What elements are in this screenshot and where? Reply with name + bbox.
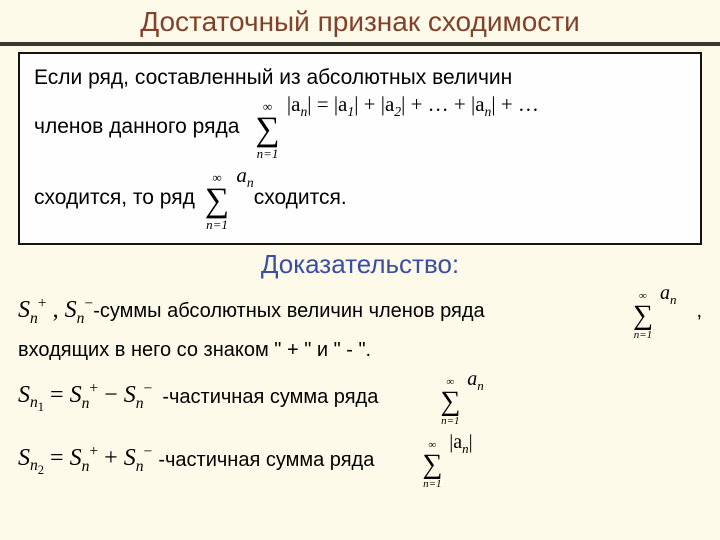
text: сходится. [254,186,347,209]
S: S [124,382,136,408]
Sn2-eq: Sn2 = Sn+ + Sn− [18,443,152,479]
Sn1-eq: Sn1 = Sn+ − Sn− [18,380,152,416]
sum-bot: n=1 [206,218,228,231]
sigma-symbol: ∑ [422,451,442,479]
sub-1: 1 [38,401,44,415]
S: S [70,445,82,471]
sub-n: n [30,457,38,474]
abs-close: | [491,92,495,116]
an: |a [471,92,485,116]
theorem-line-1: Если ряд, составленный из абсолютных вел… [34,66,686,89]
dash: - [93,300,100,323]
sigma: ∞ ∑ n=1 [633,291,653,341]
sigma: ∞ ∑ n=1 [440,377,460,427]
sub-n: n [477,378,484,393]
formula-sum-plain: ∞ ∑ n=1 an [203,164,254,231]
sup-plus: + [89,380,98,397]
dash: - [162,386,169,409]
sup-plus: + [38,295,47,312]
eq: = [50,445,70,471]
sub-n: n [30,310,38,327]
abs-close: | [469,431,473,453]
a2: |a [381,92,395,116]
text: входящих в него со знаком " + " и " - ". [18,339,371,361]
theorem-line-3: сходится, то ряд ∞ ∑ n=1 an сходится. [34,164,686,231]
formula-sum-abs: ∞ ∑ n=1 |an| [420,431,472,490]
S-plus-minus: Sn+ , Sn− [18,295,93,328]
a: a [467,368,477,390]
formula-sum-plain: ∞ ∑ n=1 an [438,368,483,427]
dash: - [158,449,165,472]
sum-bot: n=1 [257,147,279,160]
text: частичная сумма ряда [165,449,374,472]
divider [0,42,720,46]
sigma-symbol: ∑ [440,388,460,416]
formula-sum-abs: ∞ ∑ n=1 |an| = |a1| + |a2| + … + |an| + … [253,93,539,160]
proof-line-1: Sn+ , Sn− - суммы абсолютных величин чле… [18,282,702,341]
S: S [65,297,77,323]
S: S [124,445,136,471]
theorem-line-2: членов данного ряда ∞ ∑ n=1 |an| = |a1| … [34,93,686,160]
formula-sum-plain: ∞ ∑ n=1 an [631,282,676,341]
dots: + … + [411,92,471,116]
text: сходится, то ряд [34,186,195,209]
S: S [70,382,82,408]
dots-tail: + … [501,92,539,116]
text: суммы абсолютных величин членов ряда [100,300,485,323]
abs-open: |a [449,431,462,453]
eq: = [50,382,70,408]
abs-close: | [354,92,358,116]
sub-2: 2 [38,464,44,478]
theorem-box: Если ряд, составленный из абсолютных вел… [18,52,702,245]
sub-n: n [77,310,85,327]
proof-line-1b: входящих в него со знаком " + " и " - ". [18,339,702,362]
sup-minus: − [144,443,153,460]
sum-bot: n=1 [441,416,459,427]
a1: |a [334,92,348,116]
S: S [18,382,30,408]
sub-n: n [247,175,254,190]
sup-minus: − [84,295,93,312]
a: a [660,282,670,304]
S: S [18,297,30,323]
text: Если ряд, составленный из абсолютных вел… [34,66,512,89]
sigma: ∞ ∑ n=1 [422,440,442,490]
sigma-symbol: ∑ [255,113,279,147]
sub-n: n [136,394,144,411]
abs-open: |a [287,92,301,116]
proof-line-3: Sn2 = Sn+ + Sn− - частичная сумма ряда ∞… [18,431,702,490]
plus: + [364,92,381,116]
abs-close: | [307,92,311,116]
proof-title: Доказательство: [0,249,720,280]
page-title: Достаточный признак сходимости [0,0,720,42]
sup-minus: − [144,380,153,397]
sub-n: n [30,394,38,411]
sub-n: n [670,292,677,307]
sum-bot: n=1 [634,330,652,341]
sub-n: n [136,457,144,474]
sup-plus: + [89,443,98,460]
comma: , [688,300,702,323]
text: членов данного ряда [34,115,239,138]
text: частичная сумма ряда [169,386,378,409]
proof-line-2: Sn1 = Sn+ − Sn− - частичная сумма ряда ∞… [18,368,702,427]
eq: = [317,92,334,116]
sigma: ∞ ∑ n=1 [205,171,229,231]
S: S [18,445,30,471]
abs-close: | [401,92,405,116]
sigma-symbol: ∑ [205,184,229,218]
sigma-symbol: ∑ [633,302,653,330]
proof-body: Sn+ , Sn− - суммы абсолютных величин чле… [18,282,702,490]
sigma: ∞ ∑ n=1 [255,100,279,160]
sum-bot: n=1 [423,479,441,490]
a: a [236,163,247,187]
